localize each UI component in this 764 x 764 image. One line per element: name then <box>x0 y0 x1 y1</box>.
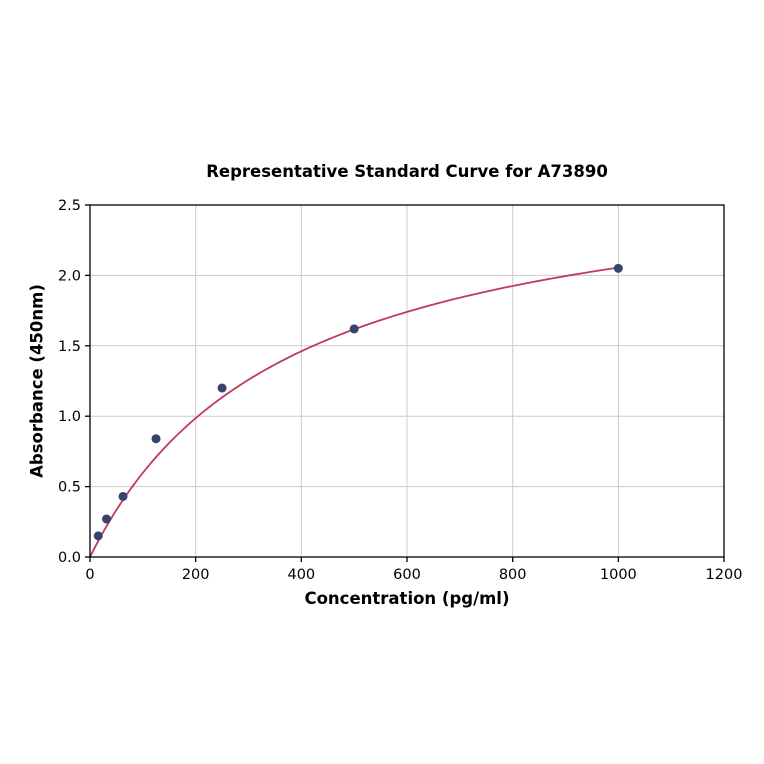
y-tick-label: 1.0 <box>58 409 81 425</box>
data-point <box>151 434 161 444</box>
data-point <box>118 491 128 501</box>
y-tick-label: 2.5 <box>58 198 81 214</box>
x-tick-label: 400 <box>287 567 315 583</box>
x-tick-label: 1200 <box>706 567 743 583</box>
x-tick-label: 200 <box>182 567 210 583</box>
y-tick-label: 0.5 <box>58 480 81 496</box>
data-point <box>217 383 227 393</box>
data-point <box>613 263 623 273</box>
data-point <box>102 514 112 524</box>
x-tick-label: 0 <box>85 567 94 583</box>
x-axis-label: Concentration (pg/ml) <box>304 589 510 608</box>
y-tick-label: 0.0 <box>58 550 81 566</box>
x-tick-label: 1000 <box>600 567 637 583</box>
data-point <box>93 531 103 541</box>
data-point <box>349 324 359 334</box>
x-tick-label: 800 <box>499 567 527 583</box>
y-tick-label: 2.0 <box>58 268 81 284</box>
y-tick-label: 1.5 <box>58 339 81 355</box>
x-tick-label: 600 <box>393 567 421 583</box>
chart-title: Representative Standard Curve for A73890 <box>206 162 608 181</box>
fit-curve-line <box>89 266 619 558</box>
